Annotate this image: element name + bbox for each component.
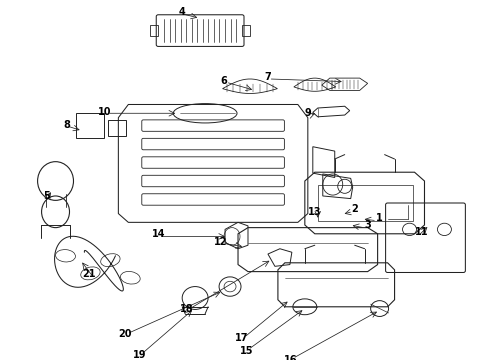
Text: 5: 5: [43, 191, 50, 201]
Text: 6: 6: [220, 76, 227, 86]
Text: 4: 4: [179, 7, 186, 17]
Bar: [76, 113, 104, 138]
Text: 21: 21: [83, 269, 96, 279]
Text: 7: 7: [265, 72, 271, 82]
Text: 3: 3: [364, 220, 371, 230]
Text: 19: 19: [133, 350, 146, 360]
Text: 8: 8: [63, 120, 70, 130]
Text: 9: 9: [304, 108, 311, 118]
Text: 16: 16: [284, 355, 297, 360]
Text: 15: 15: [240, 346, 254, 356]
Text: 11: 11: [415, 227, 428, 237]
Text: 20: 20: [119, 329, 132, 339]
Text: 13: 13: [308, 207, 321, 217]
Text: 14: 14: [151, 229, 165, 239]
Text: 10: 10: [98, 107, 111, 117]
Bar: [108, 120, 126, 136]
Text: 2: 2: [351, 204, 358, 214]
Bar: [318, 185, 413, 221]
Text: 17: 17: [235, 333, 249, 343]
Text: 18: 18: [180, 305, 194, 314]
Text: 12: 12: [214, 237, 228, 247]
Text: 1: 1: [376, 213, 383, 223]
